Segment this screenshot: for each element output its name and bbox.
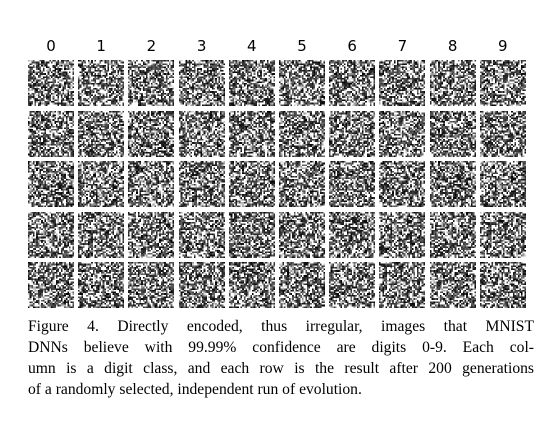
image-grid [28, 60, 530, 308]
digit-image [178, 110, 225, 157]
digit-image [329, 110, 376, 157]
column-label: 6 [329, 36, 375, 56]
digit-image [28, 60, 74, 106]
digit-image [28, 211, 74, 258]
digit-image [279, 161, 325, 207]
digit-image [329, 60, 376, 106]
digit-image [78, 211, 125, 258]
column-label: 0 [28, 36, 74, 56]
digit-image [178, 211, 225, 258]
column-label: 4 [229, 36, 275, 56]
column-label: 8 [430, 36, 476, 56]
digit-image [78, 110, 125, 157]
column-label: 7 [379, 36, 425, 56]
column-label: 5 [279, 36, 325, 56]
digit-image [379, 262, 426, 308]
column-label: 1 [78, 36, 124, 56]
digit-image [279, 60, 325, 106]
digit-image [329, 262, 376, 308]
digit-image [479, 110, 526, 157]
digit-image [379, 60, 426, 106]
digit-image [429, 211, 476, 258]
digit-image [78, 262, 125, 308]
digit-image [479, 211, 526, 258]
digit-image [128, 60, 175, 106]
caption-line: DNNs believe with 99.99% confidence are … [28, 337, 534, 358]
column-label: 3 [179, 36, 225, 56]
digit-image [78, 161, 125, 207]
digit-image [479, 161, 526, 207]
digit-image [429, 110, 476, 157]
column-label: 2 [128, 36, 174, 56]
caption-line: umn is a digit class, and each row is th… [28, 358, 534, 379]
digit-image [279, 110, 325, 157]
digit-image [228, 262, 275, 308]
digit-image [379, 161, 426, 207]
digit-image [178, 161, 225, 207]
digit-image [329, 161, 376, 207]
digit-image [128, 211, 175, 258]
digit-image [429, 161, 476, 207]
digit-image [228, 60, 275, 106]
digit-image [78, 60, 125, 106]
figure-caption: Figure 4. Directly encoded, thus irregul… [28, 316, 534, 400]
digit-image [128, 110, 175, 157]
digit-image [178, 60, 225, 106]
digit-image [329, 211, 376, 258]
caption-line: Figure 4. Directly encoded, thus irregul… [28, 316, 534, 337]
digit-image [279, 262, 325, 308]
digit-image [178, 262, 225, 308]
caption-line: of a randomly selected, independent run … [28, 379, 534, 400]
digit-image [228, 110, 275, 157]
digit-image [228, 161, 275, 207]
digit-image [28, 110, 74, 157]
digit-image [228, 211, 275, 258]
digit-image [479, 262, 526, 308]
digit-image [379, 211, 426, 258]
digit-image [128, 161, 175, 207]
column-label: 9 [480, 36, 526, 56]
digit-image [128, 262, 175, 308]
digit-image [379, 110, 426, 157]
digit-image [479, 60, 526, 106]
digit-image [279, 211, 325, 258]
digit-image [429, 262, 476, 308]
digit-image [28, 262, 74, 308]
digit-image [28, 161, 74, 207]
digit-image [429, 60, 476, 106]
